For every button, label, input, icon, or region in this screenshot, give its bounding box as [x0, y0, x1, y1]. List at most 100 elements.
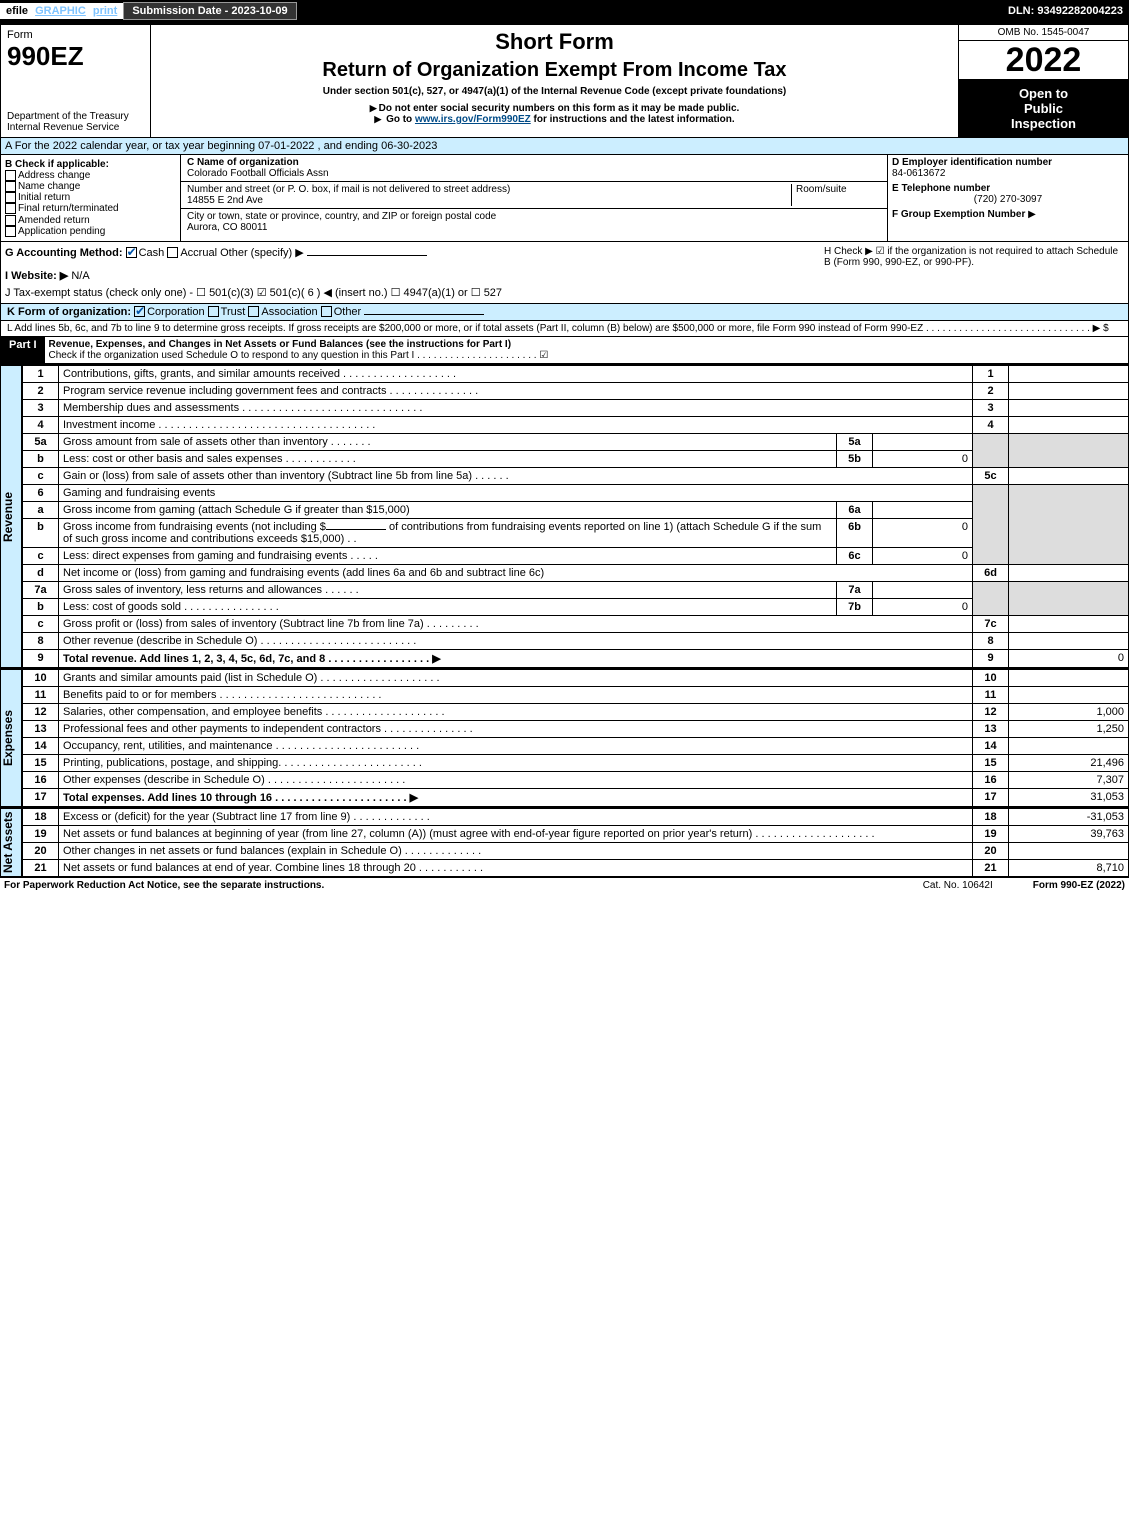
expenses-table: 10Grants and similar amounts paid (list …	[22, 669, 1129, 807]
print-link[interactable]: print	[93, 5, 117, 17]
city-lbl: City or town, state or province, country…	[187, 211, 496, 222]
goto-post: for instructions and the latest informat…	[534, 114, 735, 125]
table-row: 5aGross amount from sale of assets other…	[23, 433, 1129, 450]
part1-title: Revenue, Expenses, and Changes in Net As…	[49, 339, 512, 350]
efile-text: efile	[6, 5, 28, 17]
l6c-text: Less: direct expenses from gaming and fu…	[59, 547, 837, 564]
b-item[interactable]: Amended return	[5, 215, 176, 226]
l6a-text: Gross income from gaming (attach Schedul…	[59, 501, 837, 518]
grp-block: F Group Exemption Number ▶	[892, 209, 1124, 220]
section-a: A For the 2022 calendar year, or tax yea…	[0, 138, 1129, 155]
corp-check[interactable]	[134, 306, 145, 317]
b-item[interactable]: Address change	[5, 170, 176, 181]
website-val: N/A	[71, 270, 89, 282]
v9: 0	[1009, 649, 1129, 667]
v13: 1,250	[1009, 720, 1129, 737]
table-row: 3Membership dues and assessments . . . .…	[23, 399, 1129, 416]
k-row: K Form of organization: Corporation Trus…	[0, 304, 1129, 321]
assoc-label: Association	[261, 306, 317, 318]
table-row: 14Occupancy, rent, utilities, and mainte…	[23, 737, 1129, 754]
city: Aurora, CO 80011	[187, 222, 267, 233]
grp-lbl: F Group Exemption Number	[892, 209, 1025, 220]
name-lbl: C Name of organization	[187, 157, 299, 168]
street: 14855 E 2nd Ave	[187, 195, 263, 206]
v7b: 0	[873, 598, 973, 615]
assoc-check[interactable]	[248, 306, 259, 317]
l2-text: Program service revenue including govern…	[59, 382, 973, 399]
l7b-text: Less: cost of goods sold . . . . . . . .…	[59, 598, 837, 615]
header-center: Short Form Return of Organization Exempt…	[151, 25, 958, 137]
b-item-label: Final return/terminated	[18, 204, 119, 215]
b-head: B Check if applicable:	[5, 159, 176, 170]
trust-label: Trust	[221, 306, 246, 318]
cash-label: Cash	[139, 247, 165, 259]
l12-text: Salaries, other compensation, and employ…	[59, 703, 973, 720]
col-c: C Name of organization Colorado Football…	[181, 155, 888, 241]
revenue-table: 1Contributions, gifts, grants, and simil…	[22, 365, 1129, 668]
netassets-side: Net Assets	[0, 808, 22, 877]
cash-check[interactable]	[126, 247, 137, 258]
form-header: Form 990EZ Department of the Treasury In…	[0, 24, 1129, 138]
v16: 7,307	[1009, 771, 1129, 788]
other-check[interactable]	[321, 306, 332, 317]
part1-label: Part I	[1, 337, 45, 363]
l5a-text: Gross amount from sale of assets other t…	[59, 433, 837, 450]
table-row: 6Gaming and fundraising events	[23, 484, 1129, 501]
header-right: OMB No. 1545-0047 2022 Open to Public In…	[958, 25, 1128, 137]
b-item[interactable]: Application pending	[5, 226, 176, 237]
table-row: 20Other changes in net assets or fund ba…	[23, 842, 1129, 859]
table-row: 16Other expenses (describe in Schedule O…	[23, 771, 1129, 788]
table-row: 21Net assets or fund balances at end of …	[23, 859, 1129, 876]
b-item-label: Amended return	[18, 215, 90, 226]
b-item[interactable]: Final return/terminated	[5, 203, 176, 214]
other-input[interactable]	[307, 255, 427, 256]
b-item-label: Name change	[18, 181, 80, 192]
b-item-label: Application pending	[18, 226, 105, 237]
corp-label: Corporation	[147, 306, 204, 318]
form-label: Form	[7, 29, 144, 41]
table-row: 4Investment income . . . . . . . . . . .…	[23, 416, 1129, 433]
table-row: bLess: cost of goods sold . . . . . . . …	[23, 598, 1129, 615]
b-item[interactable]: Initial return	[5, 192, 176, 203]
v21: 8,710	[1009, 859, 1129, 876]
j-block: J Tax-exempt status (check only one) - ☐…	[5, 286, 824, 299]
b-item[interactable]: Name change	[5, 181, 176, 192]
accrual-check[interactable]	[167, 247, 178, 258]
table-row: dNet income or (loss) from gaming and fu…	[23, 564, 1129, 581]
l4-text: Investment income . . . . . . . . . . . …	[59, 416, 973, 433]
dept-label: Department of the Treasury Internal Reve…	[7, 111, 144, 133]
l16-text: Other expenses (describe in Schedule O) …	[59, 771, 973, 788]
tel-lbl: E Telephone number	[892, 183, 1124, 194]
revenue-block: Revenue 1Contributions, gifts, grants, a…	[0, 364, 1129, 668]
ein: 84-0613672	[892, 168, 1124, 179]
table-row: 9Total revenue. Add lines 1, 2, 3, 4, 5c…	[23, 649, 1129, 667]
row-g-h: G Accounting Method: Cash Accrual Other …	[0, 242, 1129, 304]
l8-text: Other revenue (describe in Schedule O) .…	[59, 632, 973, 649]
dln: DLN: 93492282004223	[1002, 5, 1129, 17]
under-text: Under section 501(c), 527, or 4947(a)(1)…	[159, 86, 950, 97]
b-item-label: Address change	[18, 170, 90, 181]
l11-text: Benefits paid to or for members . . . . …	[59, 686, 973, 703]
omb-number: OMB No. 1545-0047	[959, 25, 1128, 41]
submission-date: Submission Date - 2023-10-09	[123, 2, 296, 20]
graphic-link[interactable]: GRAPHIC	[35, 5, 86, 17]
trust-check[interactable]	[208, 306, 219, 317]
efile-label: efile GRAPHIC print	[0, 3, 123, 19]
table-row: 7aGross sales of inventory, less returns…	[23, 581, 1129, 598]
goto-pre: Go to	[386, 114, 415, 125]
l5c-text: Gain or (loss) from sale of assets other…	[59, 467, 973, 484]
header-left: Form 990EZ Department of the Treasury In…	[1, 25, 151, 137]
expenses-block: Expenses 10Grants and similar amounts pa…	[0, 668, 1129, 807]
table-row: 19Net assets or fund balances at beginni…	[23, 825, 1129, 842]
goto-link[interactable]: www.irs.gov/Form990EZ	[415, 114, 531, 125]
v18: -31,053	[1009, 808, 1129, 825]
open1: Open to	[963, 86, 1124, 101]
i-block: I Website: ▶ N/A	[5, 269, 824, 282]
table-row: 18Excess or (deficit) for the year (Subt…	[23, 808, 1129, 825]
other-org-input[interactable]	[364, 314, 484, 315]
l5b-text: Less: cost or other basis and sales expe…	[59, 450, 837, 467]
part1-header: Part I Revenue, Expenses, and Changes in…	[0, 337, 1129, 364]
v19: 39,763	[1009, 825, 1129, 842]
part1-body: Revenue, Expenses, and Changes in Net As…	[45, 337, 1128, 363]
open-inspection: Open to Public Inspection	[959, 80, 1128, 137]
